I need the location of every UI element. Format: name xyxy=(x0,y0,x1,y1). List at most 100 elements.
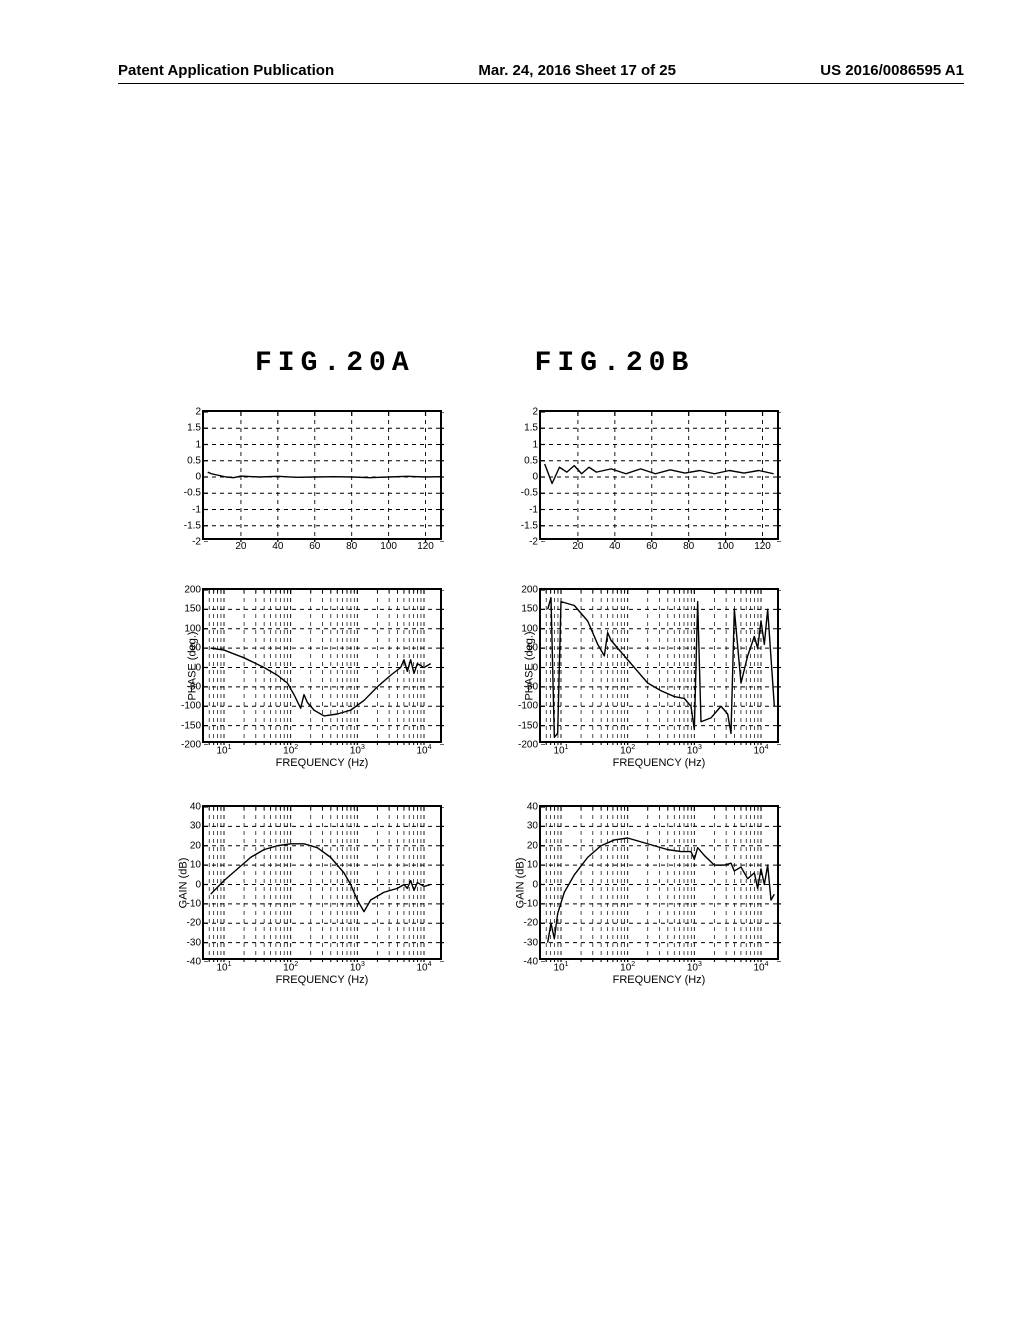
y-tick-label: 200 xyxy=(521,585,541,596)
x-tick-label: 103 xyxy=(687,958,702,973)
x-tick-label: 120 xyxy=(417,538,434,552)
x-tick-label: 60 xyxy=(309,538,320,552)
plot-area: -40-30-20-10010203040101102103104GAIN (d… xyxy=(202,805,442,960)
x-tick-label: 103 xyxy=(687,741,702,756)
y-tick-label: 0.5 xyxy=(524,455,541,466)
chart-b-amplitude: -2-1.5-1-0.500.511.5220406080100120 xyxy=(539,410,779,560)
y-tick-label: -1 xyxy=(192,504,204,515)
y-tick-label: 1.5 xyxy=(187,423,204,434)
plot-area: -200-150-100-50050100150200101102103104P… xyxy=(202,588,442,743)
y-axis-label: GAIN (dB) xyxy=(177,857,189,908)
y-tick-label: 1.5 xyxy=(524,423,541,434)
y-tick-label: 2 xyxy=(195,407,204,418)
y-tick-label: 1 xyxy=(195,439,204,450)
y-tick-label: 0 xyxy=(195,472,204,483)
page-header: Patent Application Publication Mar. 24, … xyxy=(118,62,964,84)
plot-area: -2-1.5-1-0.500.511.5220406080100120 xyxy=(202,410,442,540)
y-tick-label: -40 xyxy=(187,957,204,968)
x-axis-label: FREQUENCY (Hz) xyxy=(613,974,706,986)
plot-area: -2-1.5-1-0.500.511.5220406080100120 xyxy=(539,410,779,540)
x-tick-label: 80 xyxy=(683,538,694,552)
y-tick-label: -2 xyxy=(192,537,204,548)
y-tick-label: -20 xyxy=(187,918,204,929)
x-tick-label: 102 xyxy=(620,958,635,973)
y-tick-label: -20 xyxy=(524,918,541,929)
y-tick-label: 200 xyxy=(184,585,204,596)
y-tick-label: 20 xyxy=(527,840,541,851)
y-axis-label: GAIN (dB) xyxy=(514,857,526,908)
y-tick-label: -30 xyxy=(524,937,541,948)
y-tick-label: 0 xyxy=(195,879,204,890)
y-tick-label: -1 xyxy=(529,504,541,515)
y-tick-label: 2 xyxy=(532,407,541,418)
x-tick-label: 20 xyxy=(572,538,583,552)
chart-b-gain: -40-30-20-10010203040101102103104GAIN (d… xyxy=(539,805,779,994)
y-tick-label: 40 xyxy=(527,802,541,813)
column-a: -2-1.5-1-0.500.511.5220406080100120 -200… xyxy=(150,410,442,994)
y-tick-label: 20 xyxy=(190,840,204,851)
x-tick-label: 120 xyxy=(754,538,771,552)
figure-title-a: FIG.20A xyxy=(255,348,415,379)
y-tick-label: -150 xyxy=(518,720,541,731)
y-tick-label: -200 xyxy=(518,740,541,751)
x-tick-label: 40 xyxy=(272,538,283,552)
figure-title-b: FIG.20B xyxy=(535,348,695,379)
y-tick-label: 40 xyxy=(190,802,204,813)
x-tick-label: 101 xyxy=(553,741,568,756)
y-tick-label: -1.5 xyxy=(521,520,541,531)
x-tick-label: 101 xyxy=(553,958,568,973)
x-tick-label: 102 xyxy=(620,741,635,756)
y-tick-label: -40 xyxy=(524,957,541,968)
y-tick-label: 30 xyxy=(190,821,204,832)
x-axis-label: FREQUENCY (Hz) xyxy=(276,974,369,986)
y-axis-label: PHASE (deg.) xyxy=(187,631,199,700)
x-tick-label: 103 xyxy=(350,741,365,756)
y-tick-label: -100 xyxy=(518,701,541,712)
x-tick-label: 104 xyxy=(753,958,768,973)
chart-a-phase: -200-150-100-50050100150200101102103104P… xyxy=(202,588,442,777)
y-tick-label: -1.5 xyxy=(184,520,204,531)
x-tick-label: 60 xyxy=(646,538,657,552)
y-tick-label: 10 xyxy=(527,860,541,871)
x-axis-label: FREQUENCY (Hz) xyxy=(276,757,369,769)
x-axis-label: FREQUENCY (Hz) xyxy=(613,757,706,769)
y-tick-label: -2 xyxy=(529,537,541,548)
y-tick-label: 1 xyxy=(532,439,541,450)
y-tick-label: 0.5 xyxy=(187,455,204,466)
plot-area: -200-150-100-50050100150200101102103104P… xyxy=(539,588,779,743)
x-tick-label: 80 xyxy=(346,538,357,552)
y-tick-label: 150 xyxy=(184,604,204,615)
charts-grid: -2-1.5-1-0.500.511.5220406080100120 -200… xyxy=(150,410,779,994)
x-tick-label: 103 xyxy=(350,958,365,973)
x-tick-label: 40 xyxy=(609,538,620,552)
figure-titles: FIG.20A FIG.20B xyxy=(0,348,1024,379)
y-tick-label: 10 xyxy=(190,860,204,871)
x-tick-label: 100 xyxy=(380,538,397,552)
x-tick-label: 20 xyxy=(235,538,246,552)
y-tick-label: -150 xyxy=(181,720,204,731)
x-tick-label: 102 xyxy=(283,741,298,756)
y-tick-label: 0 xyxy=(532,879,541,890)
y-tick-label: -0.5 xyxy=(184,488,204,499)
x-tick-label: 101 xyxy=(216,958,231,973)
x-tick-label: 102 xyxy=(283,958,298,973)
x-tick-label: 100 xyxy=(717,538,734,552)
column-b: -2-1.5-1-0.500.511.5220406080100120 -200… xyxy=(487,410,779,994)
y-tick-label: -200 xyxy=(181,740,204,751)
y-tick-label: -30 xyxy=(187,937,204,948)
y-tick-label: -100 xyxy=(181,701,204,712)
y-tick-label: -0.5 xyxy=(521,488,541,499)
plot-area: -40-30-20-10010203040101102103104GAIN (d… xyxy=(539,805,779,960)
header-right: US 2016/0086595 A1 xyxy=(820,62,964,79)
y-axis-label: PHASE (deg.) xyxy=(524,631,536,700)
y-tick-label: 150 xyxy=(521,604,541,615)
y-tick-label: 30 xyxy=(527,821,541,832)
chart-b-phase: -200-150-100-50050100150200101102103104P… xyxy=(539,588,779,777)
x-tick-label: 101 xyxy=(216,741,231,756)
header-left: Patent Application Publication xyxy=(118,62,334,79)
chart-a-gain: -40-30-20-10010203040101102103104GAIN (d… xyxy=(202,805,442,994)
x-tick-label: 104 xyxy=(416,958,431,973)
header-center: Mar. 24, 2016 Sheet 17 of 25 xyxy=(478,62,676,79)
chart-a-amplitude: -2-1.5-1-0.500.511.5220406080100120 xyxy=(202,410,442,560)
x-tick-label: 104 xyxy=(416,741,431,756)
